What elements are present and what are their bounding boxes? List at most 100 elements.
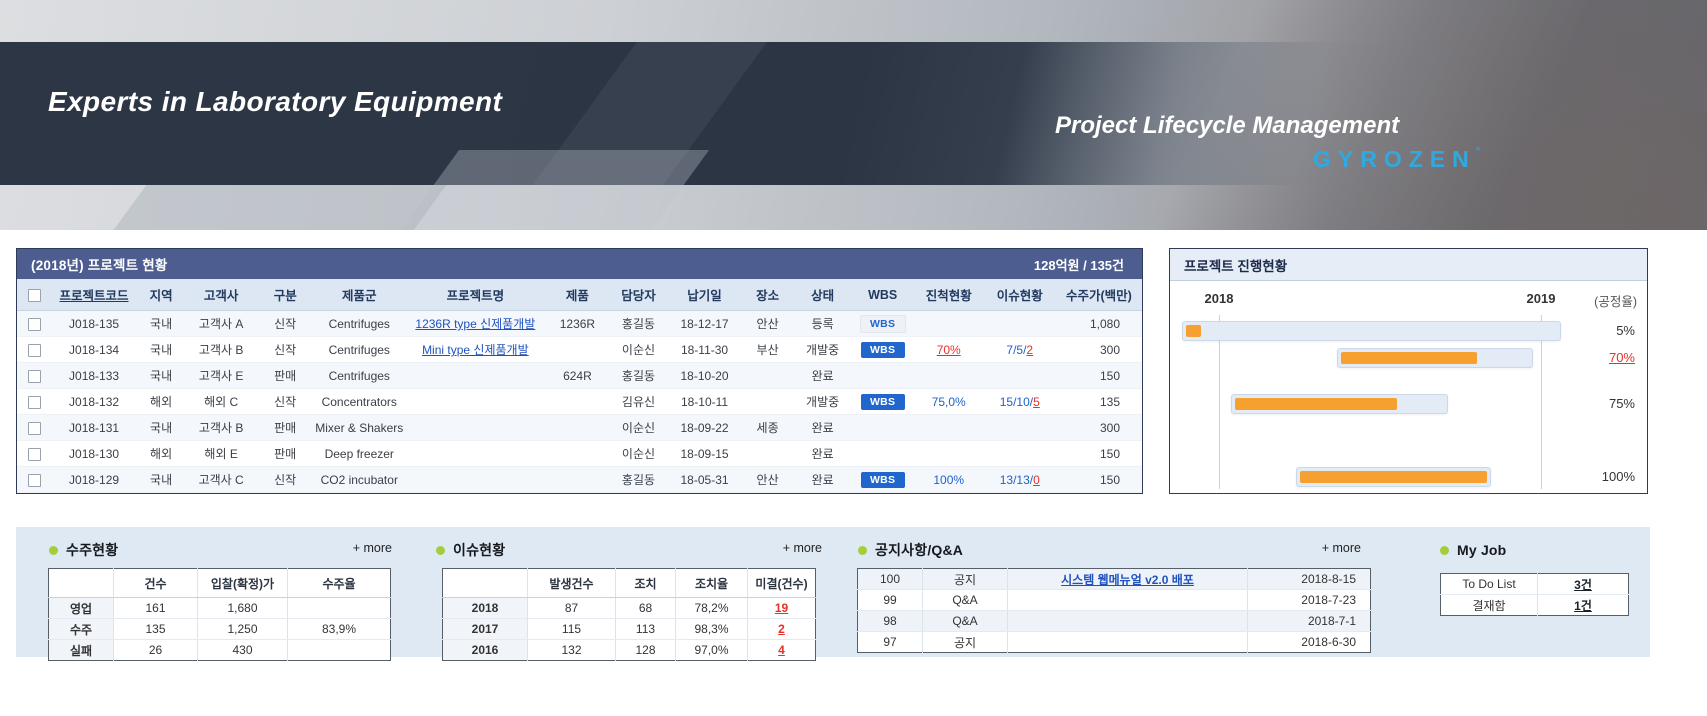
project-row: J018-129 국내 고객사 C 신작 CO2 incubator 홍길동 1…	[17, 466, 1142, 493]
gantt-bar-fill	[1341, 352, 1478, 364]
row-checkbox[interactable]	[27, 317, 41, 331]
gantt-bar-fill	[1299, 471, 1488, 483]
orders-section: 수주현황 + more 건수 입찰(확정)가 수주율 영업 161 1,680	[46, 539, 392, 661]
issues-more-link[interactable]: + more	[782, 541, 822, 555]
myjob-row: To Do List 3건	[1440, 573, 1629, 595]
orders-more-link[interactable]: + more	[352, 541, 392, 555]
col-code[interactable]: 프로젝트코드	[51, 279, 138, 311]
orders-row: 수주 135 1,250 83,9%	[48, 618, 391, 640]
project-progress-panel: 프로젝트 진행현황 2018 2019 (공정율) 5% 70% 75% 100…	[1169, 248, 1648, 494]
gyrozen-logo: GYROZEN°	[1313, 146, 1481, 172]
issues-title: 이슈현황	[453, 542, 506, 558]
approval-count[interactable]: 1건	[1574, 598, 1592, 613]
orders-row: 영업 161 1,680	[48, 597, 391, 619]
project-code: J018-134	[51, 336, 138, 363]
pending-count[interactable]: 19	[774, 601, 789, 615]
row-checkbox[interactable]	[27, 447, 41, 461]
project-row: J018-132 해외 해외 C 신작 Concentrators 김유신 18…	[17, 388, 1142, 415]
project-code: J018-133	[51, 362, 138, 389]
notices-table: 100 공지 시스템 웹메뉴얼 v2.0 배포 2018-8-15 99 Q&A…	[857, 568, 1371, 653]
gantt-bar-track	[1337, 348, 1534, 368]
col-family: 제품군	[313, 279, 406, 311]
issue-open-count[interactable]: 2	[1026, 342, 1034, 357]
progress-value[interactable]: 100%	[933, 472, 965, 487]
col-progress: 진척현황	[913, 279, 984, 311]
project-row: J018-130 해외 해외 E 판매 Deep freezer 이순신 18-…	[17, 440, 1142, 467]
notice-row: 98 Q&A 2018-7-1	[857, 610, 1371, 632]
orders-table: 건수 입찰(확정)가 수주율 영업 161 1,680 수주 135 1,250	[48, 568, 391, 661]
col-status: 상태	[793, 279, 852, 311]
progress-value[interactable]: 70%	[936, 342, 961, 357]
col-category: 구분	[257, 279, 314, 311]
bullet-dot-icon	[858, 545, 867, 555]
issues-table: 발생건수 조치 조치율 미결(건수) 2018 87 68 78,2% 19 2…	[442, 568, 816, 661]
gantt-bar-track	[1182, 321, 1561, 341]
col-product: 제품	[545, 279, 610, 311]
wbs-badge[interactable]: WBS	[860, 341, 905, 358]
row-checkbox[interactable]	[27, 369, 41, 383]
gantt-percent-label: 100%	[1601, 469, 1635, 484]
project-panel-summary: 128억원 / 135건	[1033, 257, 1124, 273]
project-code: J018-130	[51, 440, 138, 467]
gantt-bar-fill	[1235, 398, 1397, 410]
col-site: 장소	[741, 279, 794, 311]
gantt-bar-track	[1295, 467, 1491, 487]
gantt-percent-label: 5%	[1616, 323, 1635, 338]
banner-streak	[113, 185, 447, 230]
row-checkbox[interactable]	[27, 343, 41, 357]
project-row: J018-133 국내 고객사 E 판매 Centrifuges 624R 홍길…	[17, 362, 1142, 389]
row-checkbox[interactable]	[27, 421, 41, 435]
project-row: J018-131 국내 고객사 B 판매 Mixer & Shakers 이순신…	[17, 414, 1142, 441]
issue-open-count[interactable]: 0	[1033, 472, 1040, 487]
project-panel-title: (2018년) 프로젝트 현황	[31, 258, 168, 273]
myjob-row: 결재함 1건	[1441, 594, 1629, 616]
wbs-badge[interactable]: WBS	[860, 471, 905, 488]
project-code: J018-129	[51, 466, 138, 493]
gantt-panel-title: 프로젝트 진행현황	[1170, 249, 1647, 281]
issue-open-count[interactable]: 5	[1033, 394, 1040, 409]
gantt-chart: 2018 2019 (공정율) 5% 70% 75% 100%	[1170, 281, 1647, 493]
orders-title: 수주현황	[66, 542, 119, 558]
col-region: 지역	[137, 279, 186, 311]
project-row: J018-135 국내 고객사 A 신작 Centrifuges 1236R t…	[17, 310, 1142, 337]
col-issue: 이슈현황	[983, 279, 1056, 311]
notices-title: 공지사항/Q&A	[875, 542, 964, 558]
wbs-badge[interactable]: WBS	[860, 393, 905, 410]
gantt-percent-label: 75%	[1608, 396, 1635, 411]
gantt-percent-label[interactable]: 70%	[1608, 350, 1635, 365]
myjob-section: My Job To Do List 3건 결재함 1건	[1436, 539, 1646, 616]
todo-count[interactable]: 3건	[1574, 577, 1592, 592]
project-name-link[interactable]: 1236R type 신제품개발	[415, 317, 536, 331]
order-amount: 150	[1055, 440, 1142, 467]
registered-mark: °	[1475, 146, 1481, 158]
banner: Experts in Laboratory Equipment Project …	[0, 0, 1707, 230]
notice-row: 99 Q&A 2018-7-23	[857, 589, 1371, 611]
progress-value[interactable]: 75,0%	[931, 394, 966, 409]
select-all-checkbox[interactable]	[27, 288, 41, 302]
wbs-badge[interactable]: WBS	[859, 314, 906, 333]
order-amount: 300	[1055, 414, 1142, 441]
order-amount: 1,080	[1055, 310, 1142, 337]
notice-subject-link[interactable]: 시스템 웹메뉴얼 v2.0 배포	[1061, 572, 1194, 587]
notices-more-link[interactable]: + more	[1321, 541, 1361, 555]
bottom-summary-strip: 수주현황 + more 건수 입찰(확정)가 수주율 영업 161 1,680	[16, 527, 1650, 661]
myjob-table: To Do List 3건 결재함 1건	[1440, 573, 1629, 616]
project-code: J018-131	[51, 414, 138, 441]
pending-count[interactable]: 4	[778, 643, 785, 657]
pending-count[interactable]: 2	[778, 622, 785, 636]
myjob-title: My Job	[1457, 542, 1507, 558]
order-amount: 150	[1055, 466, 1142, 493]
gantt-gridline	[1541, 315, 1542, 489]
row-checkbox[interactable]	[27, 473, 41, 487]
issue-value[interactable]: 7/5/	[1006, 342, 1027, 357]
gantt-unit-label: (공정율)	[1594, 295, 1637, 309]
row-checkbox[interactable]	[27, 395, 41, 409]
project-name-link[interactable]: Mini type 신제품개발	[422, 343, 529, 357]
banner-navy-band	[0, 42, 1707, 185]
project-panel-title-bar: (2018년) 프로젝트 현황 128억원 / 135건	[17, 249, 1142, 279]
project-table: 프로젝트코드 지역 고객사 구분 제품군 프로젝트명 제품 담당자 납기일 장소…	[17, 279, 1142, 493]
issue-value[interactable]: 15/10/	[999, 394, 1034, 409]
gantt-year-start: 2018	[1204, 291, 1234, 306]
issues-row: 2016 132 128 97,0% 4	[442, 639, 816, 661]
issue-value[interactable]: 13/13/	[999, 472, 1034, 487]
